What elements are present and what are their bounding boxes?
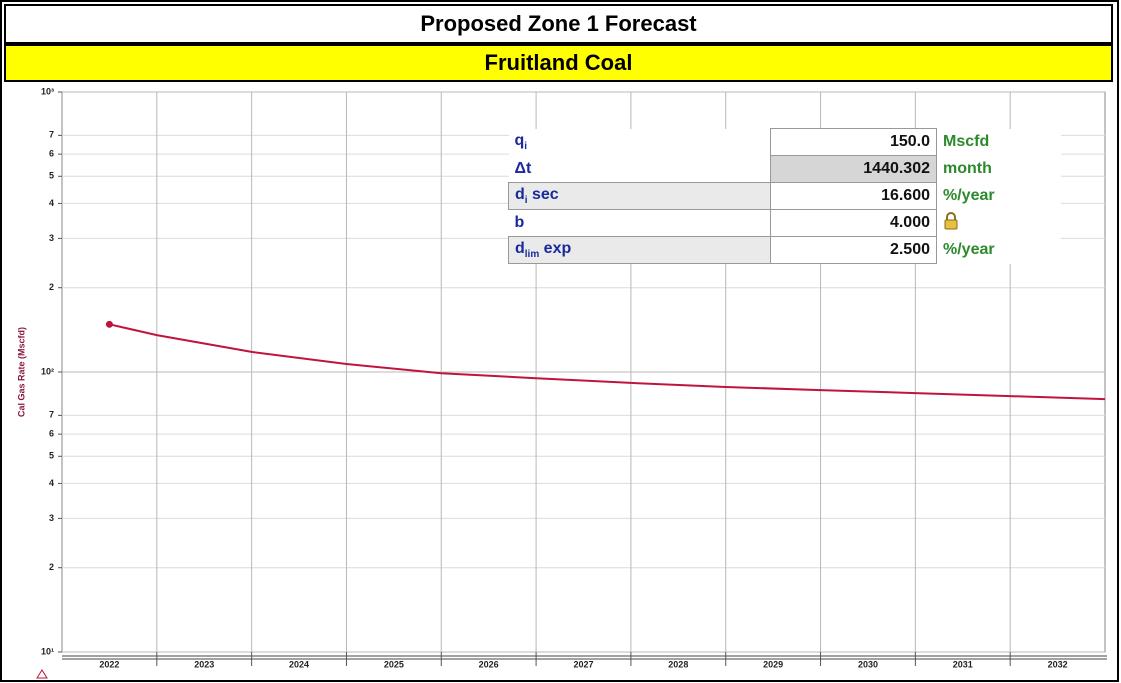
x-tick-label: 2029 (763, 659, 783, 669)
start-point (105, 320, 113, 328)
title-bar: Proposed Zone 1 Forecast (4, 4, 1113, 44)
parameter-suffix: sec (527, 185, 559, 203)
parameter-unit: Mscfd (936, 128, 1061, 156)
parameter-label: qi (508, 128, 771, 156)
parameter-row: dlim exp 2.500 %/year (508, 236, 1061, 264)
parameter-unit (936, 209, 1061, 237)
lock-icon (944, 211, 958, 229)
parameter-row: qi 150.0 Mscfd (508, 128, 1061, 156)
subtitle-bar: Fruitland Coal (4, 44, 1113, 82)
parameter-symbol: Δt (514, 159, 532, 177)
y-tick-label: 3 (49, 513, 54, 523)
x-tick-label: 2024 (289, 659, 309, 669)
y-tick-label: 7 (49, 130, 54, 140)
parameter-value: 1440.302 (770, 155, 937, 183)
x-tick-label: 2032 (1048, 659, 1068, 669)
y-tick-label: 10³ (41, 86, 54, 96)
unit-text: %/year (943, 187, 995, 204)
parameter-unit: %/year (936, 236, 1061, 264)
parameter-label: di sec (508, 182, 771, 210)
status-icon (36, 669, 48, 679)
x-tick-label: 2025 (384, 659, 404, 669)
parameter-value: 2.500 (770, 236, 937, 264)
x-tick-label: 2031 (953, 659, 973, 669)
y-tick-label: 7 (49, 410, 54, 420)
parameter-subscript: lim (524, 249, 540, 261)
parameter-symbol: b (514, 214, 525, 231)
x-tick-label: 2023 (194, 659, 214, 669)
y-tick-label: 4 (49, 478, 54, 488)
parameter-unit: %/year (936, 182, 1061, 210)
y-tick-label: 6 (49, 428, 54, 438)
y-tick-label: 2 (49, 562, 54, 572)
parameter-subscript: i (524, 195, 528, 207)
x-tick-label: 2026 (479, 659, 499, 669)
parameter-value: 4.000 (770, 209, 937, 237)
unit-text: %/year (943, 241, 995, 258)
parameter-unit: month (936, 155, 1061, 183)
y-tick-label: 2 (49, 282, 54, 292)
parameter-suffix: exp (539, 239, 572, 257)
parameter-subscript: i (524, 141, 528, 153)
parameter-row: Δt 1440.302 month (508, 155, 1061, 183)
parameter-value: 150.0 (770, 128, 937, 156)
unit-text: month (943, 160, 992, 177)
y-tick-label: 6 (49, 148, 54, 158)
y-tick-label: 5 (49, 451, 54, 461)
parameter-row: di sec 16.600 %/year (508, 182, 1061, 210)
parameter-table: qi 150.0 Mscfd Δt 1440.302 month di sec 16.600%… (508, 128, 1061, 264)
unit-text: Mscfd (943, 133, 990, 150)
parameter-label: b (508, 209, 771, 237)
parameter-row: b 4.000 (508, 209, 1061, 237)
parameter-symbol: q (514, 131, 525, 149)
x-tick-label: 2030 (858, 659, 878, 669)
y-axis-label: Cal Gas Rate (Mscfd) (16, 327, 26, 417)
parameter-symbol: d (515, 185, 525, 203)
x-tick-label: 2027 (573, 659, 593, 669)
line-series (109, 323, 1106, 401)
x-tick-label: 2028 (668, 659, 688, 669)
parameter-value: 16.600 (770, 182, 937, 210)
y-tick-label: 3 (49, 233, 54, 243)
y-tick-label: 10² (41, 366, 54, 376)
x-tick-label: 2022 (99, 659, 119, 669)
parameter-label: Δt (508, 155, 771, 183)
subtitle: Fruitland Coal (484, 50, 633, 75)
y-tick-label: 10¹ (41, 646, 54, 656)
parameter-label: dlim exp (508, 236, 771, 264)
y-tick-label: 5 (49, 171, 54, 181)
y-tick-label: 4 (49, 198, 54, 208)
title: Proposed Zone 1 Forecast (420, 11, 697, 36)
parameter-symbol: d (515, 239, 525, 257)
